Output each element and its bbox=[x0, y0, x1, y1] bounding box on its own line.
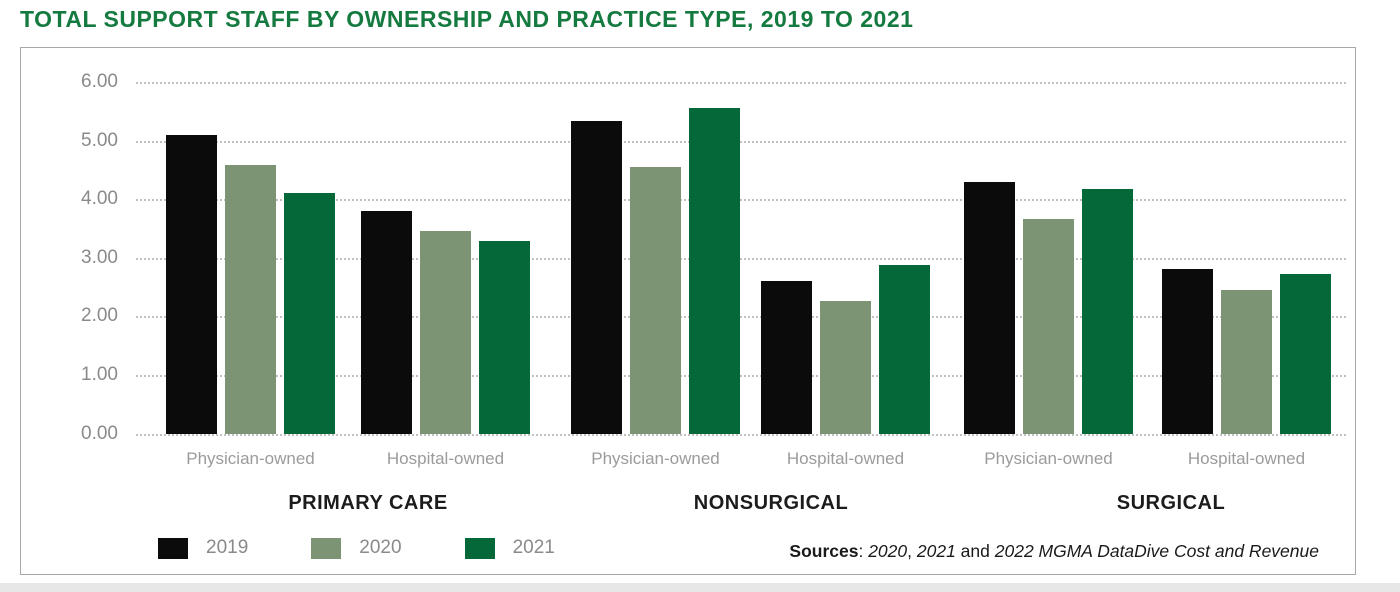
sources-note: Sources: 2020, 2021 and 2022 MGMA DataDi… bbox=[789, 541, 1319, 562]
x-axis-label-hospital-owned: Hospital-owned bbox=[1187, 449, 1306, 468]
sources-segment: : bbox=[858, 541, 869, 561]
gridline-6.00 bbox=[136, 82, 1346, 85]
y-axis-tick-label: 1.00 bbox=[81, 363, 118, 385]
y-axis-tick-label: 2.00 bbox=[81, 305, 118, 327]
bar-cluster-primary-care-physician-owned bbox=[166, 48, 335, 434]
bar-2021-surgical-physician-owned bbox=[1082, 189, 1133, 434]
legend-label: 2020 bbox=[359, 537, 402, 558]
bar-2019-nonsurgical-physician-owned bbox=[571, 121, 622, 434]
legend: 2019 2020 2021 bbox=[158, 537, 618, 559]
sources-segment: and bbox=[955, 541, 995, 561]
bar-2021-surgical-hospital-owned bbox=[1280, 273, 1331, 434]
gridline-5.00 bbox=[136, 140, 1346, 143]
y-axis-tick-label: 5.00 bbox=[81, 129, 118, 151]
bar-2020-nonsurgical-physician-owned bbox=[630, 166, 681, 434]
bar-2021-nonsurgical-hospital-owned bbox=[879, 265, 930, 434]
group-label-primary-care: PRIMARY CARE bbox=[288, 492, 448, 514]
sources-segment: 2022 MGMA DataDive Cost and Revenue bbox=[994, 541, 1319, 561]
legend-item-2019: 2019 bbox=[158, 537, 248, 559]
x-axis-label-hospital-owned: Hospital-owned bbox=[786, 449, 905, 468]
bar-cluster-primary-care-hospital-owned bbox=[361, 48, 530, 434]
y-axis-tick-label: 3.00 bbox=[81, 246, 118, 268]
gridline-1.00 bbox=[136, 374, 1346, 377]
y-axis-tick-label: 0.00 bbox=[81, 422, 118, 444]
legend-item-2020: 2020 bbox=[311, 537, 402, 559]
bar-2020-primary-care-hospital-owned bbox=[420, 231, 471, 434]
bar-2021-primary-care-physician-owned bbox=[284, 192, 335, 434]
gridline-3.00 bbox=[136, 257, 1346, 260]
legend-label: 2019 bbox=[206, 537, 249, 558]
group-label-nonsurgical: NONSURGICAL bbox=[693, 492, 849, 514]
bar-2019-primary-care-hospital-owned bbox=[361, 210, 412, 434]
legend-swatch-2019 bbox=[158, 537, 188, 559]
gridline-0.00 bbox=[136, 433, 1346, 436]
bar-2019-primary-care-physician-owned bbox=[166, 134, 217, 434]
bar-2019-surgical-hospital-owned bbox=[1162, 268, 1213, 434]
x-axis-label-physician-owned: Physician-owned bbox=[591, 449, 720, 468]
sources-segment: 2021 bbox=[916, 541, 956, 561]
bottom-strip bbox=[0, 583, 1400, 592]
group-label-surgical: SURGICAL bbox=[1116, 492, 1226, 514]
legend-item-2021: 2021 bbox=[464, 537, 555, 559]
y-axis-tick-label: 6.00 bbox=[81, 71, 118, 93]
x-axis-label-physician-owned: Physician-owned bbox=[186, 449, 315, 468]
y-axis-tick-label: 4.00 bbox=[81, 188, 118, 210]
gridline-2.00 bbox=[136, 316, 1346, 319]
bar-2020-surgical-physician-owned bbox=[1023, 218, 1074, 434]
sources-segment: , bbox=[907, 541, 917, 561]
sources-segment: 2020 bbox=[868, 541, 908, 561]
legend-label: 2021 bbox=[512, 537, 555, 558]
bar-2020-surgical-hospital-owned bbox=[1221, 289, 1272, 434]
bar-2020-nonsurgical-hospital-owned bbox=[820, 301, 871, 434]
bar-cluster-surgical-hospital-owned bbox=[1162, 48, 1331, 434]
gridline-4.00 bbox=[136, 199, 1346, 202]
x-axis-label-physician-owned: Physician-owned bbox=[984, 449, 1113, 468]
bar-2021-nonsurgical-physician-owned bbox=[689, 107, 740, 434]
bar-cluster-surgical-physician-owned bbox=[964, 48, 1133, 434]
bar-2019-nonsurgical-hospital-owned bbox=[761, 280, 812, 434]
legend-swatch-2021 bbox=[464, 537, 495, 559]
chart-frame: 6.00 5.00 4.00 3.00 2.00 1.00 0.00 Physician-ow… bbox=[20, 47, 1356, 575]
bar-cluster-nonsurgical-physician-owned bbox=[571, 48, 740, 434]
x-axis-label-hospital-owned: Hospital-owned bbox=[386, 449, 505, 468]
bar-2021-primary-care-hospital-owned bbox=[479, 240, 530, 434]
bar-2019-surgical-physician-owned bbox=[964, 181, 1015, 434]
bar-cluster-nonsurgical-hospital-owned bbox=[761, 48, 930, 434]
bar-2020-primary-care-physician-owned bbox=[225, 165, 276, 434]
sources-segment: Sources bbox=[789, 541, 859, 561]
page-title: TOTAL SUPPORT STAFF BY OWNERSHIP AND PRA… bbox=[20, 6, 914, 32]
legend-swatch-2020 bbox=[311, 537, 342, 559]
